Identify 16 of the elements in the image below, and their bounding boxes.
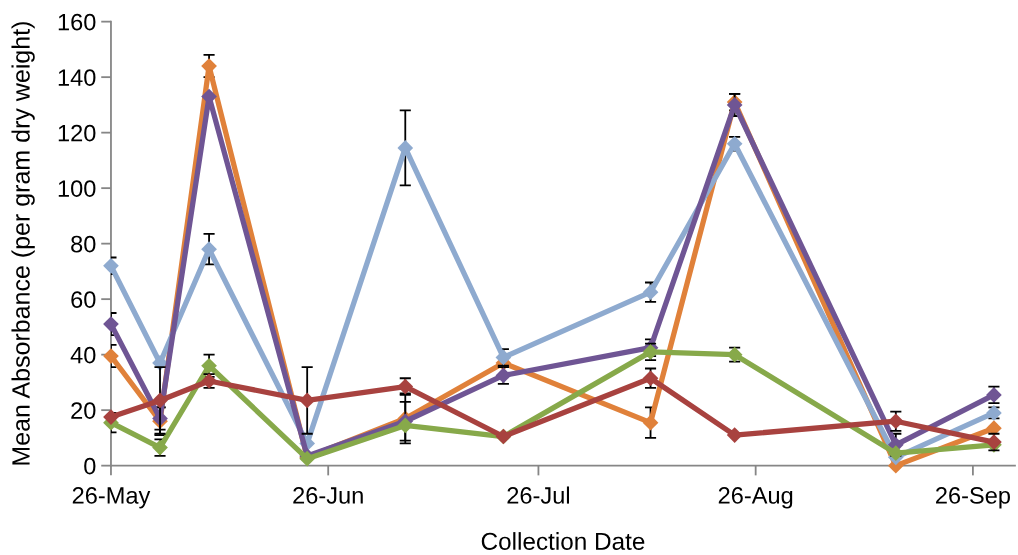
y-tick-label: 100 (58, 180, 96, 197)
x-tick-label: 26-May (72, 487, 151, 509)
y-axis-title: Mean Absorbance (per gram dry weight) (11, 22, 35, 465)
x-tick-label: 26-Aug (718, 487, 793, 509)
y-tick-label: 80 (71, 235, 96, 253)
x-axis-title: Collection Date (481, 532, 645, 550)
y-tick-label: 60 (71, 291, 96, 308)
y-tick-label: 40 (70, 346, 96, 364)
y-tick-label: 120 (58, 124, 96, 142)
x-tick-label: 26-Jun (293, 487, 363, 504)
x-tick-label: 26-Jul (507, 486, 570, 504)
y-tick-label: 0 (84, 457, 96, 475)
y-tick-label: 20 (71, 402, 96, 419)
y-tick-label: 140 (58, 69, 96, 86)
x-tick-label: 26-Sep (936, 487, 1010, 509)
y-tick-label: 160 (58, 13, 96, 31)
